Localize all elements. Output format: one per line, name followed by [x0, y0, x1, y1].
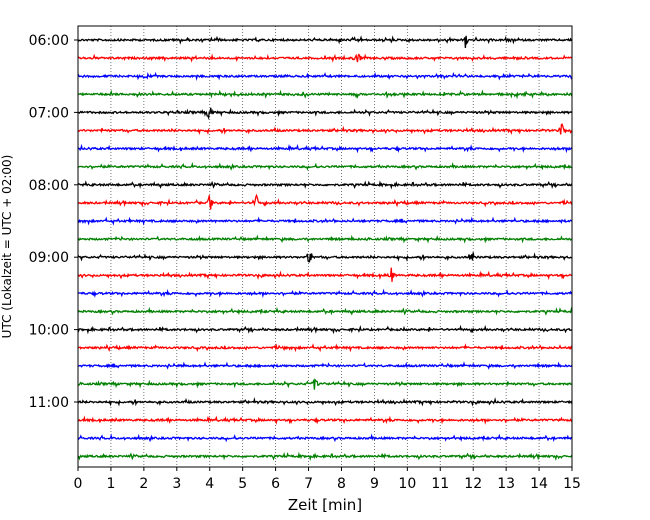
trace-line [77, 397, 573, 407]
trace-line [77, 123, 573, 136]
trace-line [77, 71, 573, 81]
trace-line [77, 378, 573, 390]
y-tick-label: 09:00 [29, 250, 69, 266]
trace-line [77, 343, 573, 353]
x-tick-label: 7 [304, 476, 313, 492]
trace-line [77, 143, 573, 154]
trace-line [77, 288, 573, 299]
x-tick-label: 15 [563, 476, 581, 492]
trace-line [77, 267, 573, 282]
x-tick-label: 14 [530, 476, 548, 492]
x-tick-label: 1 [106, 476, 115, 492]
trace-line [77, 415, 573, 425]
trace-line [77, 324, 573, 335]
x-axis-label: Zeit [min] [288, 496, 362, 514]
x-tick-label: 11 [431, 476, 449, 492]
x-tick-label: 12 [464, 476, 482, 492]
x-tick-label: 6 [271, 476, 280, 492]
y-tick-label: 11:00 [29, 395, 69, 411]
trace-line [77, 451, 573, 462]
trace-line [77, 35, 573, 48]
x-tick-label: 5 [238, 476, 247, 492]
trace-line [77, 89, 573, 100]
x-tick-label: 8 [337, 476, 346, 492]
y-tick-label: 08:00 [29, 178, 69, 194]
trace-line [77, 433, 573, 443]
x-tick-label: 10 [398, 476, 416, 492]
trace-series [77, 35, 573, 462]
trace-line [77, 216, 573, 226]
trace-line [77, 234, 572, 244]
y-tick-label: 10:00 [29, 323, 69, 339]
trace-line [77, 361, 573, 370]
x-tick-label: 2 [139, 476, 148, 492]
plot-frame [77, 25, 573, 468]
trace-line [77, 161, 573, 171]
x-tick-label: 9 [370, 476, 379, 492]
x-tick-label: 4 [205, 476, 214, 492]
trace-line [77, 252, 573, 263]
trace-line [77, 53, 573, 63]
y-tick-label: 07:00 [29, 105, 69, 121]
trace-line [77, 107, 573, 121]
y-tick-label: 06:00 [29, 33, 69, 49]
y-axis-ticks: 06:00 07:00 08:00 09:00 10:00 11:00 [29, 33, 78, 411]
y-axis-label: UTC (Lokalzeit = UTC + 02:00) [0, 155, 14, 339]
grid-lines [110, 26, 540, 467]
trace-line [77, 306, 573, 316]
x-tick-label: 0 [74, 476, 83, 492]
x-tick-label: 13 [497, 476, 515, 492]
trace-line [77, 180, 573, 190]
trace-line [77, 193, 573, 210]
x-axis-ticks: 0 1 2 3 4 5 6 7 8 9 10 11 12 13 14 15 [74, 467, 581, 492]
x-tick-label: 3 [172, 476, 181, 492]
